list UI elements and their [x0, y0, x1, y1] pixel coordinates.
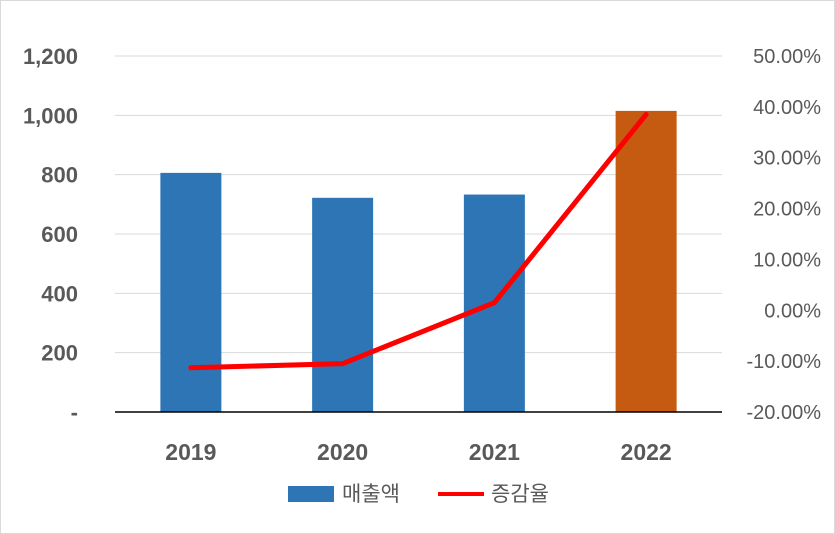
- growth-rate-line: [188, 111, 649, 371]
- x-tick-label-2022: 2022: [621, 439, 672, 465]
- right-y-tick-label: -10.00%: [747, 351, 822, 373]
- left-y-tick-label: 1,000: [23, 103, 78, 128]
- bar-2020: [312, 197, 374, 412]
- legend-label-growth-rate: 증감율: [491, 482, 549, 506]
- x-tick-labels: 2019 2020 2021 2022: [165, 439, 671, 465]
- left-y-axis: - 200 400 600 800 1,000 1,200: [23, 44, 78, 425]
- right-y-tick-label: 30.00%: [753, 148, 821, 170]
- legend-swatch-revenue: [288, 486, 334, 502]
- right-y-tick-label: 0.00%: [764, 300, 821, 322]
- left-y-tick-label: -: [71, 400, 78, 425]
- left-y-tick-label: 400: [41, 281, 78, 306]
- legend: 매출액 증감율: [288, 482, 549, 506]
- legend-label-revenue: 매출액: [342, 482, 400, 506]
- revenue-bars: [160, 110, 677, 412]
- right-y-tick-label: 20.00%: [753, 199, 821, 221]
- x-tick-label-2021: 2021: [469, 439, 520, 465]
- left-y-tick-label: 600: [41, 222, 78, 247]
- right-y-tick-label: 40.00%: [753, 97, 821, 119]
- right-y-tick-label: -20.00%: [747, 402, 822, 424]
- right-y-axis: -20.00% -10.00% 0.00% 10.00% 20.00% 30.00% 40.…: [747, 46, 822, 424]
- x-tick-label-2019: 2019: [165, 439, 216, 465]
- right-y-tick-label: 50.00%: [753, 46, 821, 68]
- growth-rate-series-line: [188, 111, 649, 371]
- left-y-tick-label: 800: [41, 163, 78, 188]
- x-tick-label-2020: 2020: [317, 439, 368, 465]
- right-y-tick-label: 10.00%: [753, 249, 821, 271]
- left-y-tick-label: 200: [41, 341, 78, 366]
- bar-2019: [160, 172, 222, 412]
- left-y-tick-label: 1,200: [23, 44, 78, 69]
- bar-2022: [615, 110, 677, 412]
